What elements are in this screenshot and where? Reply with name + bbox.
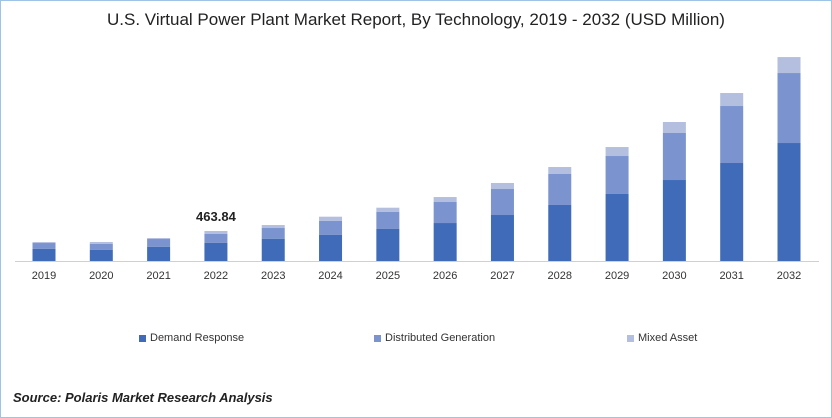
data-label: 463.84 [196,209,237,224]
bar-mixed-asset-2024 [319,216,343,221]
legend-swatch [627,334,634,342]
bar-demand-response-2022 [204,242,228,261]
bar-mixed-asset-2019 [32,242,56,244]
x-tick-label: 2031 [719,270,743,282]
bar-mixed-asset-2030 [662,121,686,133]
bar-demand-response-2029 [605,193,629,261]
bar-distributed-generation-2021 [147,239,171,247]
x-tick-label: 2029 [605,270,629,282]
bar-demand-response-2023 [261,238,285,261]
bar-distributed-generation-2026 [433,202,457,224]
bar-demand-response-2027 [490,215,514,261]
bar-distributed-generation-2030 [662,132,686,181]
bar-mixed-asset-2026 [433,197,457,203]
bar-demand-response-2030 [662,180,686,261]
bar-distributed-generation-2023 [261,228,285,239]
bar-demand-response-2031 [720,163,744,261]
x-tick-label: 2028 [548,270,572,282]
x-tick-label: 2021 [146,270,170,282]
legend-item-distributed-generation: Distributed Generation [374,332,495,344]
legend-swatch [139,334,146,342]
bar-mixed-asset-2027 [490,182,514,190]
bar-distributed-generation-2020 [89,243,113,250]
bar-mixed-asset-2025 [376,207,400,212]
bar-distributed-generation-2028 [548,174,572,205]
bar-distributed-generation-2027 [490,189,514,216]
bar-demand-response-2026 [433,223,457,261]
bar-demand-response-2025 [376,228,400,261]
bar-distributed-generation-2024 [319,220,343,235]
bar-mixed-asset-2020 [89,241,113,244]
bar-mixed-asset-2028 [548,167,572,175]
bar-demand-response-2019 [32,248,56,261]
x-tick-label: 2024 [318,270,342,282]
bar-demand-response-2024 [319,234,343,261]
legend-label: Demand Response [150,332,245,344]
x-tick-label: 2027 [490,270,514,282]
bar-distributed-generation-2032 [777,73,801,144]
bar-demand-response-2020 [89,249,113,261]
bar-demand-response-2032 [777,143,801,261]
x-tick-label: 2025 [376,270,400,282]
chart-title: U.S. Virtual Power Plant Market Report, … [107,10,725,29]
x-tick-label: 2030 [662,270,686,282]
bar-chart: 2019 2020 2021 2022 463.84 2023 2024 2025 2026 20… [15,57,819,282]
bar-mixed-asset-2023 [261,225,285,229]
bar-demand-response-2021 [147,246,171,261]
legend-item-demand-response: Demand Response [139,332,244,344]
bar-demand-response-2028 [548,204,572,261]
legend-item-mixed-asset: Mixed Asset [627,332,697,344]
x-tick-label: 2023 [261,270,285,282]
bar-distributed-generation-2031 [720,106,744,164]
bar-mixed-asset-2021 [147,238,171,240]
bar-distributed-generation-2025 [376,211,400,229]
bar-mixed-asset-2031 [720,93,744,107]
bar-mixed-asset-2022 [204,230,228,234]
bar-distributed-generation-2022 [204,233,228,243]
source-note: Source: Polaris Market Research Analysis [13,390,273,405]
bar-mixed-asset-2032 [777,57,801,74]
legend-label: Mixed Asset [638,332,698,344]
legend-label: Distributed Generation [385,332,496,344]
x-tick-label: 2020 [89,270,113,282]
legend-swatch [374,334,381,342]
bar-distributed-generation-2019 [32,243,56,249]
x-tick-label: 2026 [433,270,457,282]
x-tick-label: 2032 [777,270,801,282]
bar-mixed-asset-2029 [605,147,629,157]
bar-distributed-generation-2029 [605,156,629,194]
x-tick-label: 2022 [204,270,228,282]
x-tick-label: 2019 [32,270,56,282]
